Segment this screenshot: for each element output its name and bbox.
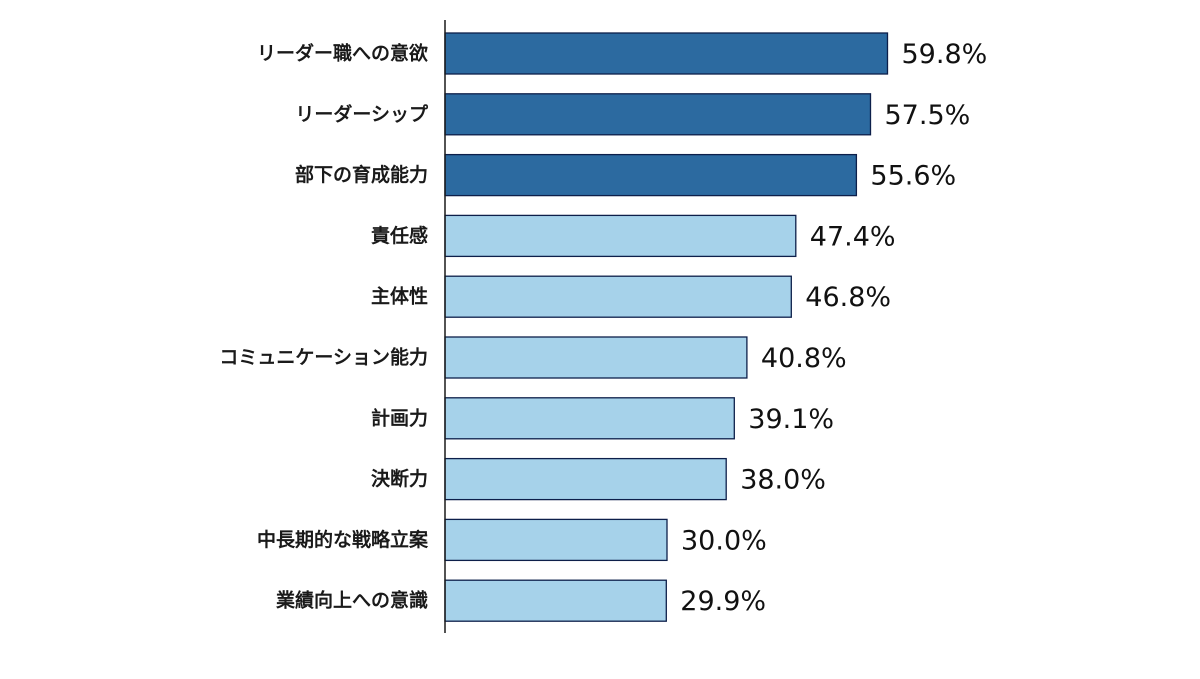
value-label-4: 47.4% [810, 221, 896, 252]
value-label-10: 29.9% [680, 586, 766, 617]
value-label-6: 40.8% [761, 343, 847, 374]
category-label-4: 責任感 [371, 224, 428, 247]
bar-7 [444, 397, 735, 440]
category-label-6: コミュニケーション能力 [219, 346, 428, 369]
value-label-5: 46.8% [805, 282, 891, 313]
value-label-9: 30.0% [681, 525, 767, 556]
value-label-3: 55.6% [870, 161, 956, 192]
category-label-7: 計画力 [371, 406, 428, 429]
bar-4 [444, 214, 797, 258]
bar-1 [444, 32, 889, 75]
value-labels: 59.8% 57.5% 55.6% 47.4% 46.8% 40.8% 39.1% 38.0%… [680, 39, 987, 617]
bar-10 [444, 579, 667, 622]
category-labels: リーダー職への意欲リーダーシップ部下の育成能力責任感主体性コミュニケーション能力… [219, 42, 429, 612]
bar-2 [444, 93, 872, 136]
bar-8 [444, 457, 727, 501]
value-label-7: 39.1% [748, 404, 834, 435]
bar-3 [444, 153, 858, 197]
category-label-3: 部下の育成能力 [295, 163, 428, 186]
category-label-5: 主体性 [371, 285, 428, 308]
category-label-10: 業績向上への意識 [275, 589, 428, 612]
bar-6 [444, 336, 748, 379]
value-label-1: 59.8% [902, 39, 988, 70]
value-label-8: 38.0% [740, 465, 826, 496]
bar-5 [444, 275, 792, 318]
category-label-2: リーダーシップ [295, 102, 429, 125]
category-label-8: 決断力 [371, 467, 428, 490]
category-label-1: リーダー職への意欲 [257, 42, 428, 65]
category-label-9: 中長期的な戦略立案 [257, 528, 429, 551]
value-label-2: 57.5% [885, 100, 971, 131]
bar-9 [444, 518, 668, 562]
bars-layer [444, 32, 889, 622]
